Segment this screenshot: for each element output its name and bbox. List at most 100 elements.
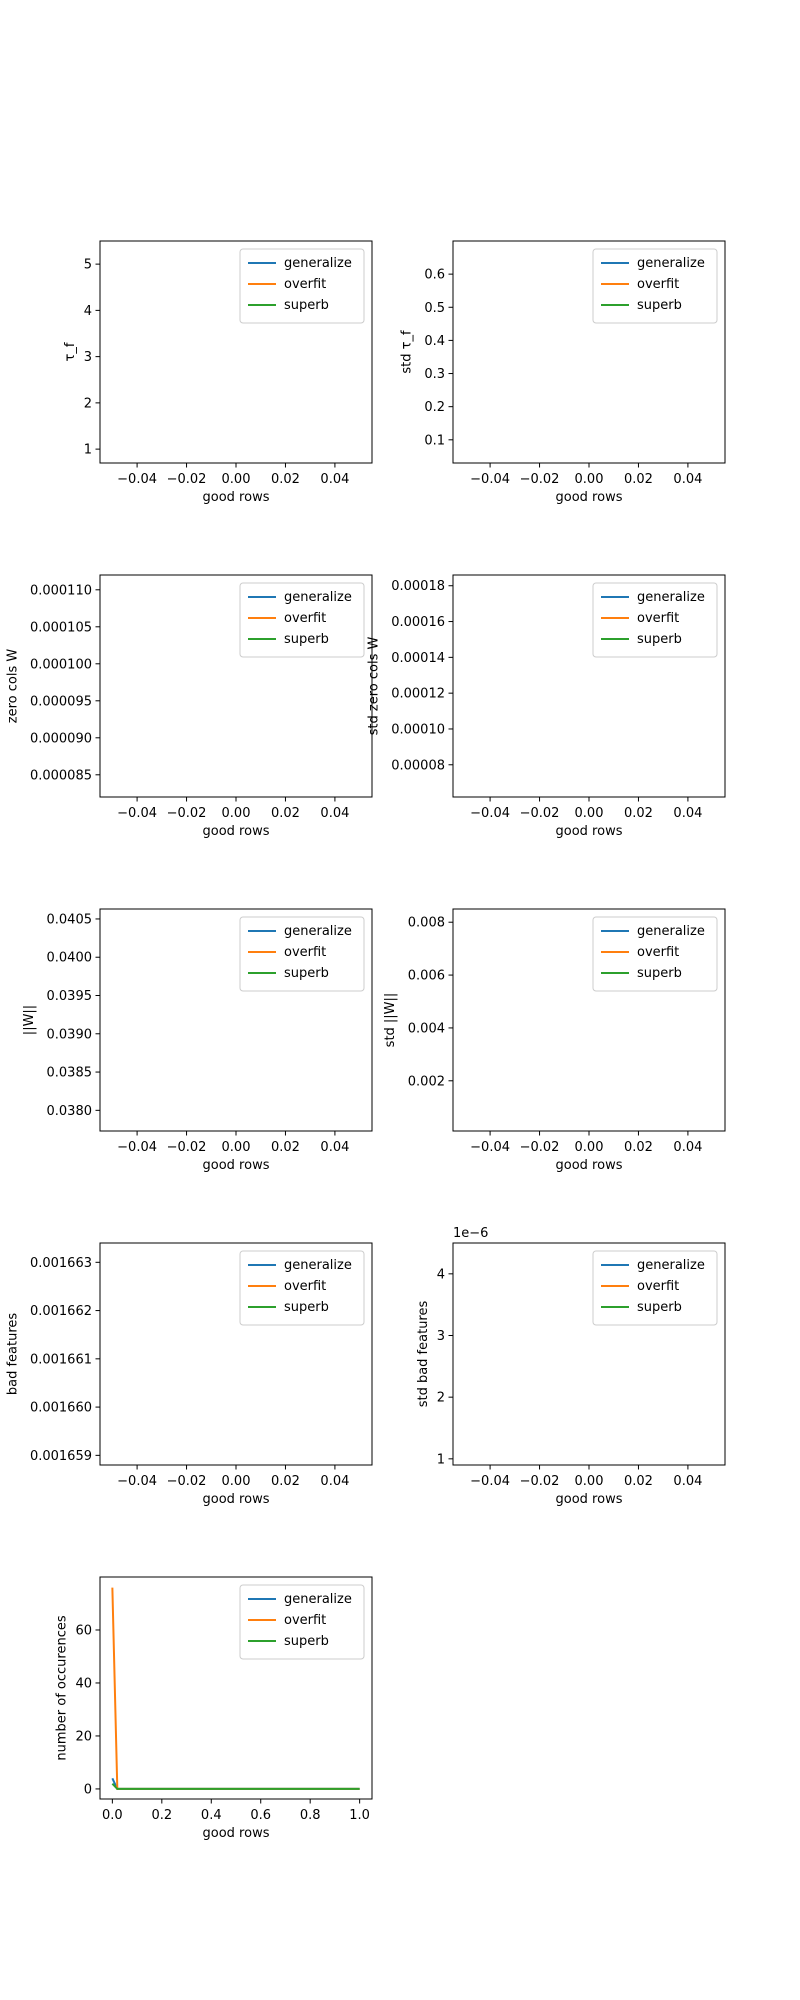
legend: generalize overfit superb bbox=[592, 916, 718, 992]
legend-label-superb: superb bbox=[284, 1300, 329, 1315]
y-tick-label: 0.0405 bbox=[47, 912, 93, 927]
legend-label-superb: superb bbox=[284, 1634, 329, 1649]
y-tick-label: 0.5 bbox=[424, 301, 445, 316]
legend: generalize overfit superb bbox=[239, 1584, 365, 1660]
subplot-7: −0.04 −0.02 0.00 0.02 0.04 0.001659 0.001660 0.… bbox=[5, 1242, 373, 1507]
legend-label-superb: superb bbox=[637, 1300, 682, 1315]
legend-label-superb: superb bbox=[637, 966, 682, 981]
y-tick-label: 0.008 bbox=[408, 916, 445, 931]
x-tick-label: 0.04 bbox=[673, 1140, 702, 1155]
legend-label-generalize: generalize bbox=[637, 590, 705, 605]
x-tick-label: 0.04 bbox=[320, 1140, 349, 1155]
y-tick-label: 0.0395 bbox=[47, 989, 93, 1004]
x-tick-label: 0.2 bbox=[151, 1808, 172, 1823]
y-tick-label: 0.001659 bbox=[30, 1449, 92, 1464]
x-tick-label: 0.02 bbox=[624, 1140, 653, 1155]
offset-text: 1e−6 bbox=[453, 1226, 488, 1241]
y-tick-label: 0.000085 bbox=[30, 768, 92, 783]
legend-label-generalize: generalize bbox=[284, 924, 352, 939]
legend-label-overfit: overfit bbox=[284, 1613, 326, 1628]
y-tick-label: 4 bbox=[437, 1267, 445, 1282]
y-tick-label: 0.001661 bbox=[30, 1352, 92, 1367]
legend-label-overfit: overfit bbox=[284, 1279, 326, 1294]
x-tick-label: −0.04 bbox=[470, 1140, 510, 1155]
legend: generalize overfit superb bbox=[239, 582, 365, 658]
x-axis-label: good rows bbox=[203, 824, 270, 839]
legend-label-generalize: generalize bbox=[284, 1592, 352, 1607]
y-tick-label: 0.001660 bbox=[30, 1401, 92, 1416]
x-tick-label: −0.04 bbox=[470, 472, 510, 487]
x-tick-label: −0.02 bbox=[167, 806, 207, 821]
subplot-9: 0.0 0.2 0.4 0.6 0.8 1.0 0 20 40 60 good rows number… bbox=[55, 1576, 373, 1841]
x-tick-label: −0.04 bbox=[117, 1140, 157, 1155]
y-tick-label: 2 bbox=[84, 396, 92, 411]
x-tick-label: 0.02 bbox=[271, 472, 300, 487]
y-tick-label: 0.004 bbox=[408, 1021, 445, 1036]
x-tick-label: −0.02 bbox=[520, 1474, 560, 1489]
y-tick-label: 0.001662 bbox=[30, 1304, 92, 1319]
y-tick-label: 0.0385 bbox=[47, 1066, 93, 1081]
x-tick-label: 0.04 bbox=[320, 806, 349, 821]
x-tick-label: 0.02 bbox=[271, 1474, 300, 1489]
legend-label-superb: superb bbox=[284, 298, 329, 313]
legend-label-generalize: generalize bbox=[637, 1258, 705, 1273]
y-tick-label: 0.0390 bbox=[47, 1027, 93, 1042]
y-axis-label: std ||W|| bbox=[383, 993, 398, 1048]
y-tick-label: 3 bbox=[84, 350, 92, 365]
x-tick-label: 1.0 bbox=[349, 1808, 370, 1823]
x-tick-label: 0.00 bbox=[222, 472, 251, 487]
y-tick-label: 0.4 bbox=[424, 334, 445, 349]
legend: generalize overfit superb bbox=[592, 248, 718, 324]
y-tick-label: 0.002 bbox=[408, 1074, 445, 1089]
y-tick-label: 0.001663 bbox=[30, 1256, 92, 1271]
legend-label-overfit: overfit bbox=[637, 1279, 679, 1294]
x-axis-label: good rows bbox=[556, 1158, 623, 1173]
x-tick-label: −0.02 bbox=[520, 806, 560, 821]
series-line-superb bbox=[111, 1782, 360, 1790]
axes-frame bbox=[99, 1576, 373, 1800]
legend-label-overfit: overfit bbox=[637, 945, 679, 960]
x-tick-label: 0.00 bbox=[222, 1140, 251, 1155]
y-tick-label: 0.00016 bbox=[391, 615, 445, 630]
x-tick-label: 0.00 bbox=[222, 806, 251, 821]
series-line-generalize bbox=[111, 1777, 360, 1790]
y-tick-label: 0.2 bbox=[424, 400, 445, 415]
legend-label-overfit: overfit bbox=[637, 611, 679, 626]
legend-label-superb: superb bbox=[284, 632, 329, 647]
legend-label-overfit: overfit bbox=[637, 277, 679, 292]
x-tick-label: −0.02 bbox=[520, 1140, 560, 1155]
y-axis-label: zero cols W bbox=[5, 649, 20, 724]
y-tick-label: 0.0400 bbox=[47, 951, 93, 966]
x-tick-label: −0.02 bbox=[520, 472, 560, 487]
y-tick-label: 1 bbox=[437, 1452, 445, 1467]
subplot-4: −0.04 −0.02 0.00 0.02 0.04 0.00008 0.00010 0.00… bbox=[367, 574, 726, 839]
y-axis-label: τ_f bbox=[63, 342, 78, 361]
y-tick-label: 2 bbox=[437, 1391, 445, 1406]
x-axis-label: good rows bbox=[203, 1826, 270, 1841]
x-tick-label: −0.02 bbox=[167, 1140, 207, 1155]
x-tick-label: 0.00 bbox=[575, 1140, 604, 1155]
x-tick-label: 0.02 bbox=[271, 806, 300, 821]
subplot-3: −0.04 −0.02 0.00 0.02 0.04 0.000085 0.000090 0.… bbox=[5, 574, 373, 839]
y-tick-label: 20 bbox=[75, 1729, 92, 1744]
legend-label-superb: superb bbox=[637, 298, 682, 313]
x-tick-label: 0.00 bbox=[575, 806, 604, 821]
x-tick-label: 0.6 bbox=[250, 1808, 271, 1823]
x-tick-label: −0.04 bbox=[117, 1474, 157, 1489]
x-tick-label: −0.04 bbox=[117, 806, 157, 821]
y-axis-label: ||W|| bbox=[22, 1005, 37, 1035]
x-tick-label: 0.4 bbox=[201, 1808, 222, 1823]
x-tick-label: −0.04 bbox=[117, 472, 157, 487]
x-tick-label: 0.00 bbox=[222, 1474, 251, 1489]
legend-label-superb: superb bbox=[284, 966, 329, 981]
x-tick-label: 0.00 bbox=[575, 472, 604, 487]
y-tick-label: 0.000100 bbox=[30, 657, 92, 672]
x-tick-label: −0.04 bbox=[470, 1474, 510, 1489]
x-tick-label: 0.8 bbox=[300, 1808, 321, 1823]
x-axis-label: good rows bbox=[556, 490, 623, 505]
y-axis-label: std τ_f bbox=[399, 330, 414, 374]
subplot-6: −0.04 −0.02 0.00 0.02 0.04 0.002 0.004 0.006 0.0… bbox=[383, 908, 726, 1173]
x-tick-label: −0.02 bbox=[167, 1474, 207, 1489]
y-tick-label: 0.00014 bbox=[391, 651, 445, 666]
y-tick-label: 3 bbox=[437, 1329, 445, 1344]
